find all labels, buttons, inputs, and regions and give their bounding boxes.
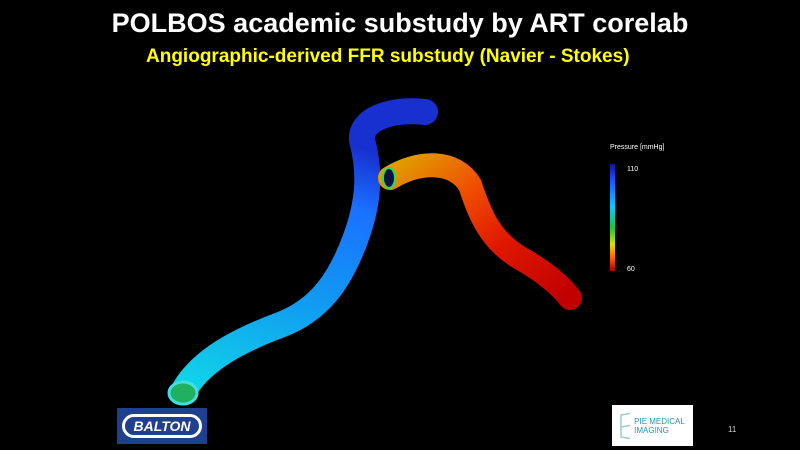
vessel-opening xyxy=(167,380,199,406)
legend-max-label: 110 xyxy=(627,166,639,173)
legend-title: Pressure [mmHg] xyxy=(610,144,665,151)
legend-min-label: 60 xyxy=(627,266,635,273)
slide-subtitle: Angiographic-derived FFR substudy (Navie… xyxy=(146,46,630,67)
slide-title: POLBOS academic substudy by ART corelab xyxy=(111,8,689,38)
page-number: 11 xyxy=(728,425,737,434)
pie-medical-icon xyxy=(620,412,631,439)
left-vessel-segment xyxy=(170,98,438,405)
right-vessel-segment xyxy=(378,153,582,310)
pressure-color-bar xyxy=(610,164,615,271)
balton-logo-text: BALTON xyxy=(122,414,202,438)
pie-medical-logo: PIE MEDICAL IMAGING xyxy=(612,405,693,446)
pie-medical-logo-text: PIE MEDICAL IMAGING xyxy=(634,416,685,435)
balton-logo: BALTON xyxy=(117,408,207,444)
bifurcation-junction xyxy=(382,167,396,189)
